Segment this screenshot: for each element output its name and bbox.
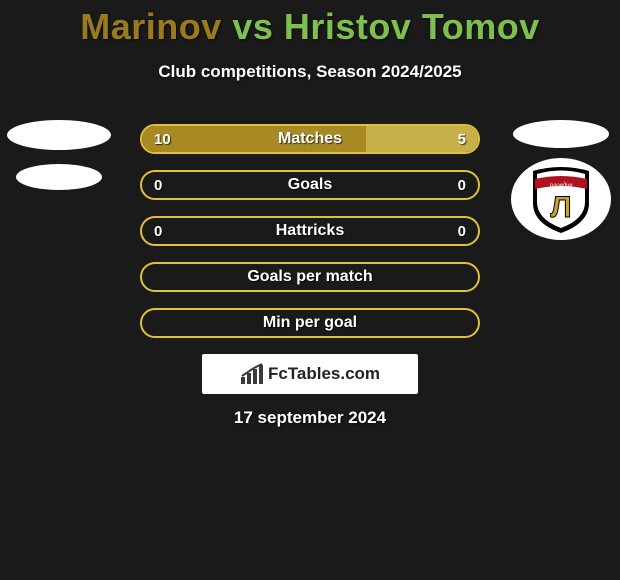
- club-badge: пловдив Л: [511, 158, 611, 240]
- stat-row: Matches10 5: [140, 124, 480, 154]
- stat-row: Goals per match: [140, 262, 480, 292]
- club-badge-svg: пловдив Л: [529, 163, 593, 235]
- player2-logos: пловдив Л: [506, 120, 616, 244]
- stat-value-left: 0: [154, 218, 162, 244]
- club-logo-placeholder: [16, 164, 102, 190]
- subtitle: Club competitions, Season 2024/2025: [0, 62, 620, 82]
- club-logo-placeholder: [7, 120, 111, 150]
- player1-logos: [4, 120, 114, 190]
- title-player2: Hristov Tomov: [284, 6, 540, 47]
- stat-label: Hattricks: [142, 218, 478, 244]
- stat-row: Hattricks0 0: [140, 216, 480, 246]
- date-text: 17 september 2024: [0, 408, 620, 428]
- club-logo-placeholder: [513, 120, 609, 148]
- stat-value-left: 10: [154, 126, 171, 152]
- title-vs: vs: [232, 6, 284, 47]
- svg-text:Л: Л: [550, 191, 571, 224]
- stat-value-right: 0: [458, 218, 466, 244]
- stat-row: Min per goal: [140, 308, 480, 338]
- page-title: Marinov vs Hristov Tomov: [0, 0, 620, 48]
- stat-value-right: 0: [458, 172, 466, 198]
- stat-value-left: 0: [154, 172, 162, 198]
- stat-bars: Matches105Goals00Hattricks00Goals per ma…: [140, 124, 480, 338]
- brand-badge: FcTables.com: [202, 354, 418, 394]
- stat-row: Goals0 0: [140, 170, 480, 200]
- stat-label: Min per goal: [142, 310, 478, 336]
- title-player1: Marinov: [80, 6, 222, 47]
- brand-text: FcTables.com: [268, 364, 380, 384]
- stat-value-right: 5: [458, 126, 466, 152]
- bars-chart-icon: [240, 363, 264, 385]
- stat-label: Matches: [142, 126, 478, 152]
- stat-label: Goals per match: [142, 264, 478, 290]
- svg-text:пловдив: пловдив: [549, 181, 572, 189]
- stat-label: Goals: [142, 172, 478, 198]
